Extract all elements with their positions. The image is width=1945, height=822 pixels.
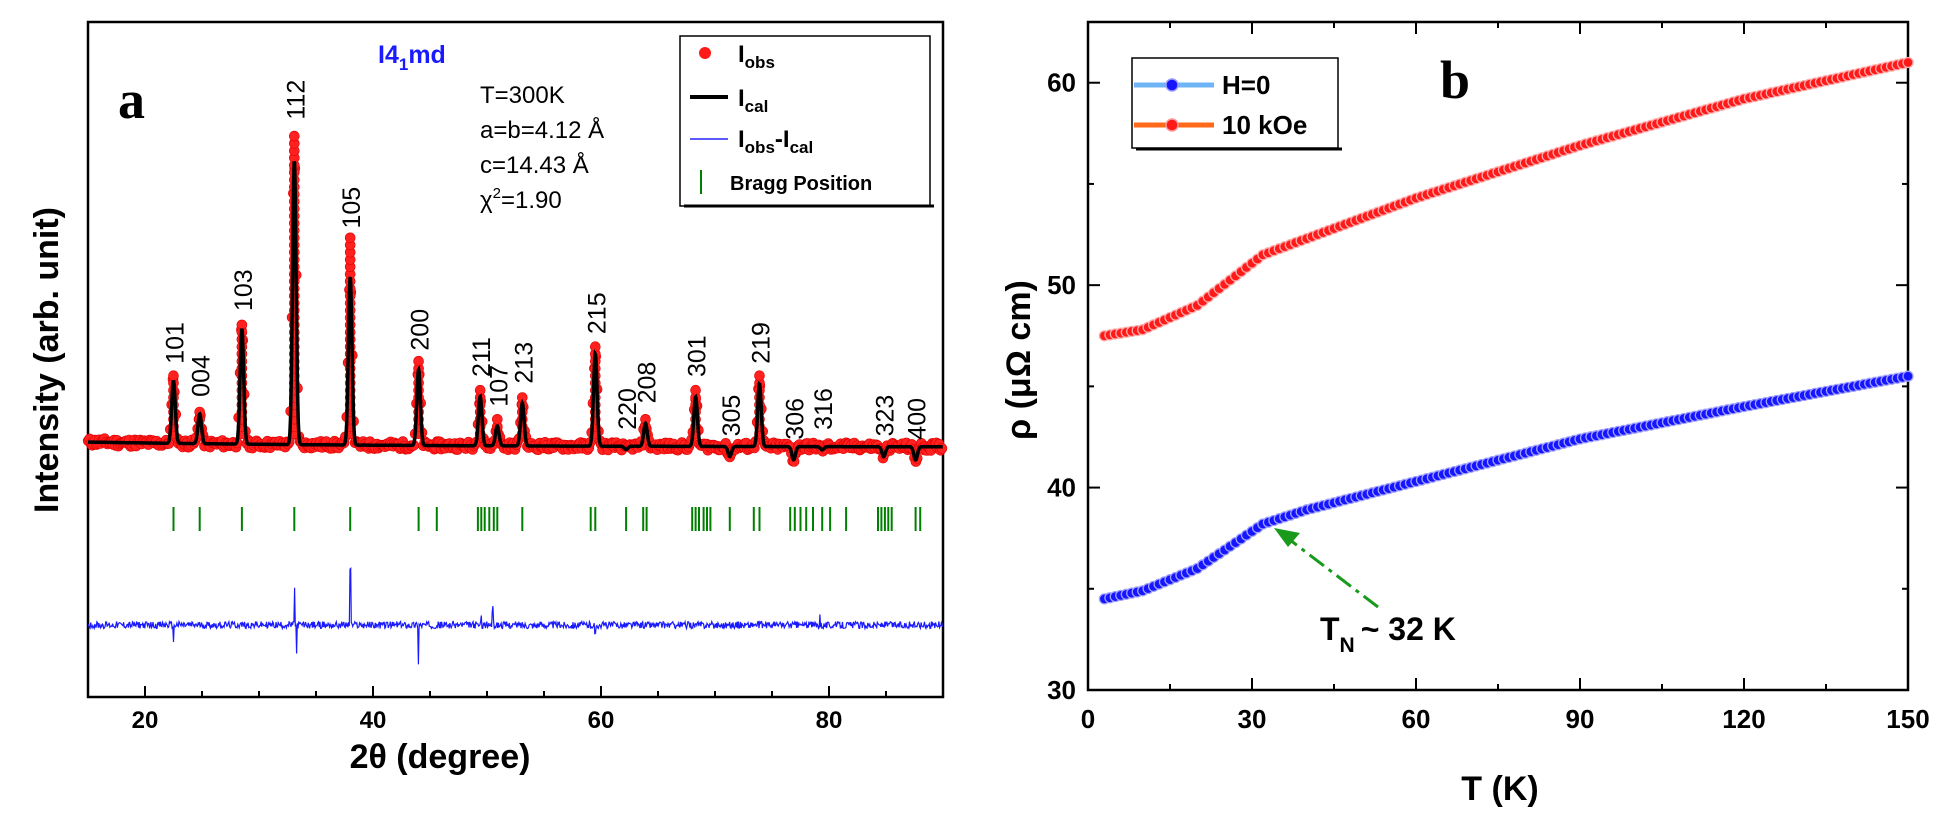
hkl-label: 220	[614, 388, 642, 430]
observed-peak-point	[344, 232, 356, 244]
resistivity-series-group	[1098, 56, 1914, 605]
x-tick-label: 90	[1566, 704, 1595, 734]
param-temperature: T=300K	[480, 82, 565, 109]
hkl-label: 323	[872, 395, 900, 437]
legend-obs-label: Iobs	[738, 41, 775, 72]
observed-peak-point	[474, 384, 486, 396]
hkl-label: 316	[810, 388, 838, 430]
space-group-main: I4	[378, 41, 399, 69]
space-group-sub: 1	[399, 55, 408, 74]
hkl-labels: 1010041031121052002111072132152202083013…	[162, 80, 932, 440]
hkl-label: 208	[634, 362, 662, 404]
observed-peak-point	[491, 413, 503, 425]
x-axis-title-a: 2θ (degree)	[350, 738, 531, 776]
legend-10koe-label: 10 kOe	[1222, 110, 1307, 140]
x-tick-label: 150	[1886, 704, 1929, 734]
hkl-label: 107	[485, 365, 513, 407]
tn-arrow-line	[1289, 538, 1379, 609]
y-axis-title-b: ρ (μΩ cm)	[1000, 280, 1038, 440]
x-tick-label: 60	[588, 707, 615, 734]
hkl-label: 305	[718, 395, 746, 437]
legend-cal-label: Ical	[738, 85, 768, 116]
x-tick-label: 60	[1402, 704, 1431, 734]
param-a-b: a=b=4.12 Å	[480, 116, 604, 144]
x-tick-label: 0	[1081, 704, 1095, 734]
hkl-label: 400	[904, 398, 932, 440]
observed-peak-point	[168, 370, 179, 382]
param-c: c=14.43 Å	[480, 151, 589, 179]
x-tick-label: 30	[1238, 704, 1267, 734]
observed-peak-point	[288, 130, 300, 142]
legend-a: Iobs Ical Iobs-Ical Bragg Position	[679, 35, 934, 208]
calculated-curve	[88, 160, 943, 462]
panel-label-a: a	[118, 70, 145, 130]
hkl-label: 200	[407, 309, 435, 351]
legend-h0-label: H=0	[1222, 70, 1270, 100]
panel-label-b: b	[1440, 50, 1470, 110]
hkl-label: 213	[510, 342, 538, 384]
hkl-label: 301	[684, 335, 712, 377]
legend-bragg-label: Bragg Position	[730, 173, 872, 195]
hkl-label: 004	[188, 355, 216, 397]
x-axis-title-b: T (K)	[1461, 770, 1538, 808]
series-h0	[1098, 370, 1914, 605]
hkl-label: 306	[782, 398, 810, 440]
difference-curve-group	[87, 566, 943, 665]
legend-b-box	[1131, 57, 1339, 149]
difference-curve	[87, 566, 943, 665]
legend-h0-marker	[1165, 78, 1179, 92]
y-axis-title-a: Intensity (arb. unit)	[28, 207, 66, 513]
series-line	[1104, 374, 1909, 601]
space-group-suffix: md	[408, 41, 446, 69]
legend-diff-label: Iobs-Ical	[738, 126, 813, 157]
observed-peak-point	[690, 384, 701, 396]
observed-peak-point	[589, 341, 601, 353]
hkl-label: 101	[162, 322, 190, 364]
hkl-label: 215	[583, 292, 611, 334]
hkl-label: 112	[282, 80, 310, 120]
tn-arrow-head	[1274, 528, 1300, 547]
y-tick-label: 30	[1047, 675, 1076, 705]
y-tick-label: 60	[1047, 68, 1076, 98]
x-tick-label: 80	[816, 707, 843, 734]
space-group-label: I41md	[378, 41, 446, 74]
legend-obs-marker	[699, 47, 711, 59]
series-point	[1902, 370, 1914, 382]
bragg-ticks	[172, 507, 922, 531]
panel-a: 1010041031121052002111072132152202083013…	[28, 20, 948, 776]
hkl-label: 103	[230, 269, 258, 311]
param-chi-squared: χ2=1.90	[480, 185, 562, 214]
x-tick-label: 120	[1722, 704, 1765, 734]
legend-a-box	[679, 35, 931, 207]
panel-a-x-axis: 20 40 60 80	[87, 686, 944, 734]
observed-peak-point	[754, 370, 765, 382]
panel-a-frame	[86, 20, 945, 699]
tn-label: TN ~ 32 K	[1320, 611, 1456, 657]
tn-annotation: TN ~ 32 K	[1274, 528, 1456, 657]
calculated-curve-group	[88, 160, 943, 462]
hkl-label: 211	[468, 337, 496, 377]
y-tick-label: 40	[1047, 473, 1076, 503]
observed-peak-point	[413, 355, 424, 367]
hkl-label: 219	[748, 322, 776, 364]
series-10koe	[1098, 56, 1914, 342]
x-tick-label: 20	[132, 707, 159, 734]
x-tick-label: 40	[360, 707, 387, 734]
y-tick-label: 50	[1047, 270, 1076, 300]
series-point	[1902, 56, 1914, 69]
hkl-label: 105	[338, 187, 366, 229]
legend-10koe-marker	[1165, 118, 1179, 132]
legend-b: H=0 10 kOe	[1131, 57, 1342, 151]
